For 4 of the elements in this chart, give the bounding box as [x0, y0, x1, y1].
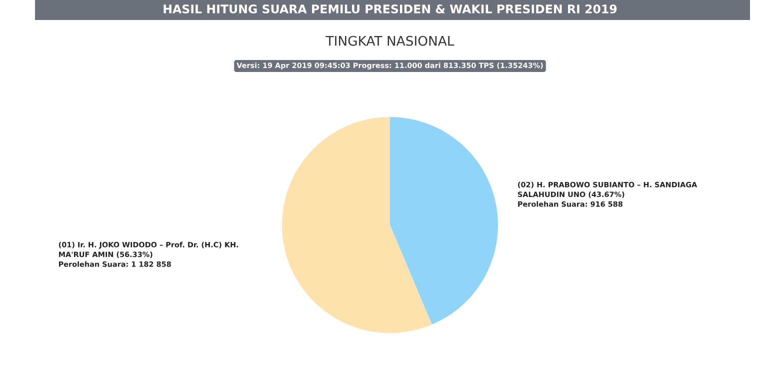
chart-title: TINGKAT NASIONAL — [326, 36, 454, 46]
text: HASIL HITUNG SUARA PEMILU PRESIDEN & WAKIL PRESIDEN RI 2019 — [164, 4, 617, 14]
pie-slice — [282, 117, 432, 333]
pie-slice — [390, 117, 498, 325]
